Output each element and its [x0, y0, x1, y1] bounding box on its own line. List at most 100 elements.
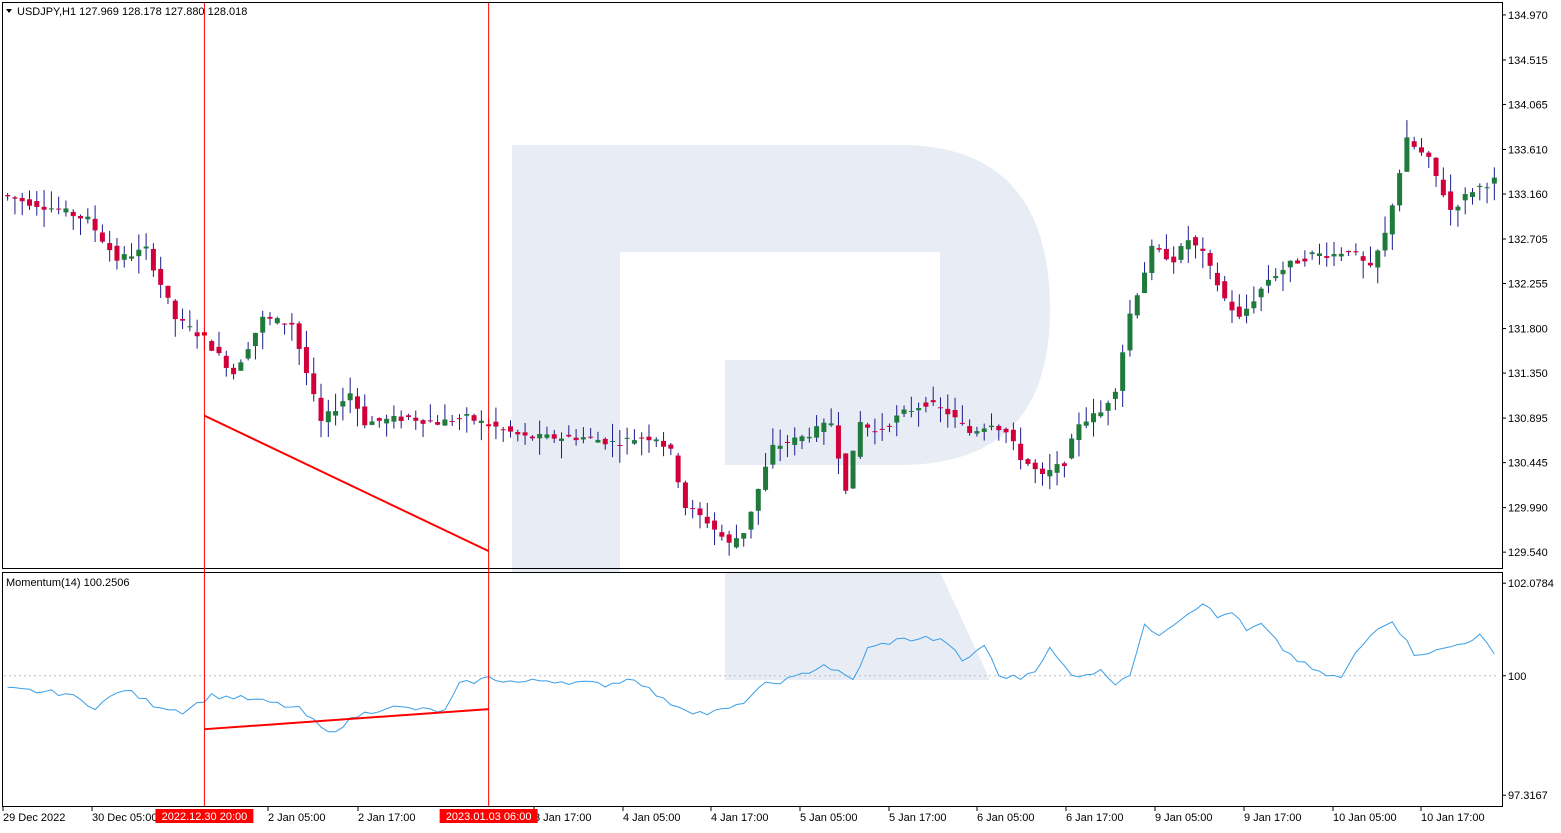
candle-body	[1083, 421, 1089, 426]
candle-body	[1367, 262, 1373, 266]
candle-body	[879, 428, 885, 430]
candle-body	[610, 440, 616, 442]
candle-body	[464, 414, 470, 416]
price-tick-label: 133.610	[1508, 144, 1548, 156]
candle-body	[340, 401, 346, 407]
candle-body	[158, 268, 164, 285]
symbol-dropdown-icon[interactable]	[6, 9, 12, 13]
candle-body	[435, 422, 441, 425]
price-tick-label: 134.515	[1508, 55, 1548, 67]
candle-body	[1244, 308, 1250, 316]
candle-body	[143, 246, 149, 249]
price-y-axis: 134.970 134.515 134.065 133.610 133.160 132.7…	[1502, 10, 1548, 559]
candle-body	[471, 415, 477, 421]
price-panel-frame	[2, 2, 1503, 569]
candle-body	[908, 410, 914, 412]
time-tick-label: 3 Jan 17:00	[534, 812, 592, 824]
candle-body	[712, 520, 718, 530]
candle-body	[165, 285, 171, 298]
candle-body	[544, 434, 550, 438]
price-tick-label: 131.800	[1508, 324, 1548, 336]
time-tick-label: 5 Jan 05:00	[800, 812, 858, 824]
watermark-logo	[512, 145, 1050, 680]
momentum-series	[4, 603, 1498, 733]
candle-body	[1338, 253, 1344, 257]
candle-body	[1258, 288, 1264, 298]
candle-body	[70, 211, 76, 217]
candle-body	[996, 425, 1002, 431]
candle-body	[806, 436, 812, 439]
candle-body	[646, 436, 652, 441]
time-tick-label: 10 Jan 05:00	[1333, 812, 1397, 824]
candle-body	[675, 455, 681, 483]
candle-body	[311, 373, 317, 395]
candle-body	[573, 437, 579, 441]
candle-body	[1295, 260, 1301, 264]
candle-body	[981, 428, 987, 432]
candle-body	[704, 516, 710, 524]
candle-body	[945, 408, 951, 415]
time-tick-label: 9 Jan 17:00	[1244, 812, 1302, 824]
candle-body	[1222, 281, 1228, 299]
candle-body	[1229, 301, 1235, 311]
candle-body	[1069, 438, 1075, 459]
candle-body	[150, 248, 156, 271]
time-tick-label: 2 Jan 17:00	[358, 812, 416, 824]
price-trendline	[203, 414, 490, 553]
candle-body	[34, 201, 40, 207]
candle-body	[1236, 306, 1242, 317]
candle-body	[5, 195, 11, 197]
candle-body	[1185, 240, 1191, 250]
candle-body	[748, 511, 754, 530]
candle-body	[129, 256, 135, 259]
candle-body	[784, 441, 790, 444]
price-tick-label: 130.445	[1508, 458, 1548, 470]
candle-body	[690, 508, 696, 510]
symbol-label: USDJPY,H1 127.969 128.178 127.880 128.01…	[17, 6, 247, 18]
candle-body	[865, 424, 871, 428]
candle-body	[1433, 157, 1439, 177]
momentum-trendline	[204, 708, 489, 731]
candle-body	[763, 466, 769, 490]
candle-body	[172, 300, 178, 320]
candle-body	[478, 420, 484, 423]
candle-body	[449, 421, 455, 423]
candle-body	[209, 341, 215, 351]
candlestick-series	[5, 120, 1497, 556]
candle-body	[1251, 301, 1257, 309]
candle-body	[1448, 191, 1454, 210]
candle-body	[733, 538, 739, 548]
candle-body	[500, 429, 506, 431]
candle-body	[1091, 413, 1097, 423]
candle-body	[223, 355, 229, 368]
price-tick-label: 130.895	[1508, 413, 1548, 425]
candle-body	[1273, 276, 1279, 279]
candle-body	[792, 437, 798, 445]
candle-body	[347, 393, 353, 401]
candle-body	[719, 532, 725, 537]
candle-body	[580, 437, 586, 440]
candle-body	[661, 440, 667, 447]
time-tick-label: 4 Jan 17:00	[711, 812, 769, 824]
candle-body	[267, 316, 273, 319]
price-tick-label: 129.540	[1508, 547, 1548, 559]
time-tick-label: 10 Jan 17:00	[1421, 812, 1485, 824]
candle-body	[1302, 258, 1308, 262]
momentum-tick-label: 97.3167	[1508, 790, 1548, 802]
candle-body	[282, 323, 288, 325]
candle-body	[420, 420, 426, 424]
price-tick-label: 131.350	[1508, 368, 1548, 380]
candle-body	[405, 415, 411, 418]
candle-body	[1207, 252, 1213, 266]
candle-body	[850, 450, 856, 489]
candle-body	[1032, 462, 1038, 470]
candle-body	[835, 425, 841, 459]
candle-body	[1477, 185, 1483, 188]
candle-body	[376, 418, 382, 421]
candle-body	[537, 434, 543, 439]
candle-body	[639, 437, 645, 439]
candle-body	[1375, 250, 1381, 268]
candle-body	[238, 362, 244, 371]
